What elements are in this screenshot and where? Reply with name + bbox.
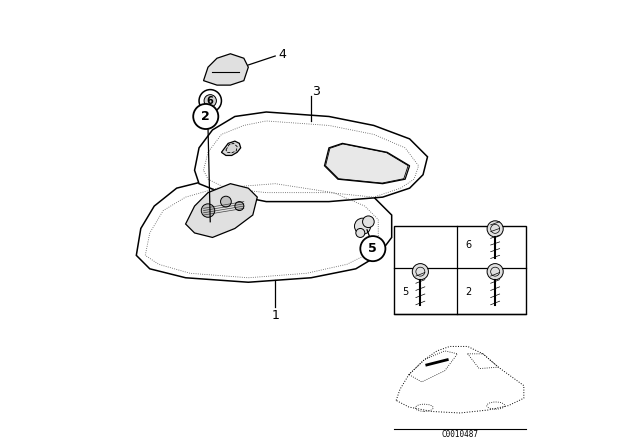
- Text: 4: 4: [278, 48, 286, 61]
- Text: 5: 5: [402, 287, 408, 297]
- Text: 1: 1: [271, 309, 279, 323]
- Polygon shape: [136, 175, 392, 282]
- Circle shape: [362, 216, 374, 228]
- Text: 3: 3: [312, 85, 319, 99]
- Text: C0010487: C0010487: [442, 430, 479, 439]
- Circle shape: [487, 263, 503, 280]
- Circle shape: [360, 236, 385, 261]
- Circle shape: [201, 204, 215, 217]
- Polygon shape: [195, 112, 428, 202]
- Circle shape: [487, 221, 503, 237]
- Circle shape: [356, 228, 365, 237]
- Polygon shape: [204, 54, 248, 85]
- Circle shape: [204, 95, 216, 107]
- Circle shape: [412, 263, 428, 280]
- Text: 6: 6: [207, 96, 214, 106]
- Text: 2: 2: [465, 287, 472, 297]
- Circle shape: [355, 218, 371, 234]
- Text: 5: 5: [369, 242, 377, 255]
- Circle shape: [235, 202, 244, 211]
- Circle shape: [221, 196, 231, 207]
- Circle shape: [193, 104, 218, 129]
- Polygon shape: [221, 141, 241, 155]
- Polygon shape: [324, 143, 410, 184]
- Bar: [394, 226, 526, 314]
- Polygon shape: [186, 184, 257, 237]
- Text: 2: 2: [202, 110, 210, 123]
- Circle shape: [199, 90, 221, 112]
- Text: 6: 6: [465, 241, 472, 250]
